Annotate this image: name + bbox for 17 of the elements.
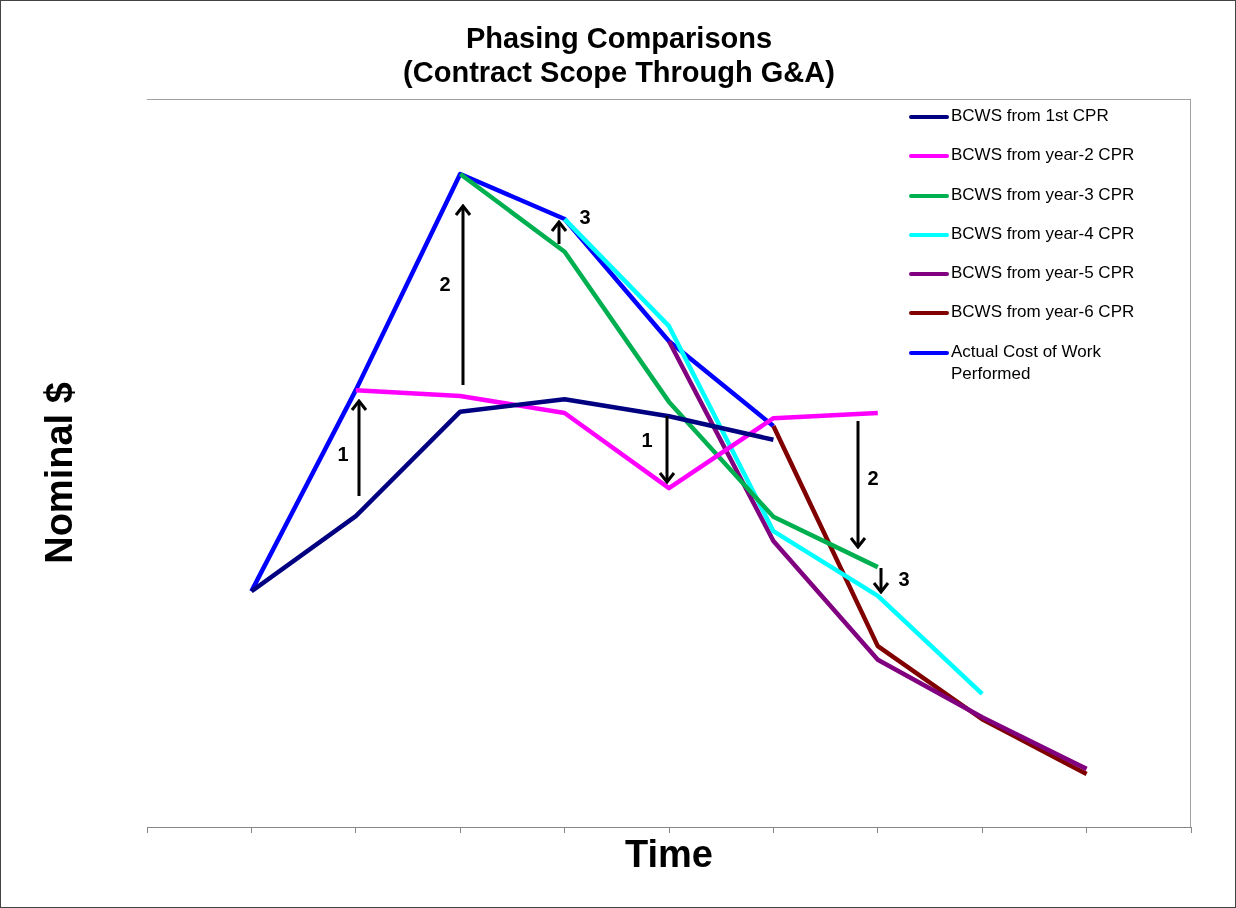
legend-label: BCWS from year-6 CPR xyxy=(951,301,1136,324)
annotation: 1 xyxy=(640,429,654,452)
annotation: 3 xyxy=(897,568,911,591)
chart-subtitle: (Contract Scope Through G&A) xyxy=(402,55,836,89)
annotation: 2 xyxy=(866,467,880,490)
legend-label: BCWS from 1st CPR xyxy=(951,105,1110,127)
annotation: 3 xyxy=(578,206,592,229)
chart-title: Phasing Comparisons xyxy=(464,21,774,55)
legend-label: BCWS from year-4 CPR xyxy=(951,222,1136,245)
legend-label: BCWS from year-5 CPR xyxy=(951,262,1136,285)
legend-label: BCWS from year-3 CPR xyxy=(951,183,1136,206)
y-axis-title: Nominal $ xyxy=(37,381,81,566)
annotation: 2 xyxy=(438,273,452,296)
x-axis-title: Time xyxy=(624,833,714,876)
annotation: 1 xyxy=(336,443,350,466)
legend-label: BCWS from year-2 CPR xyxy=(951,144,1136,167)
legend-label: Actual Cost of Work Performed xyxy=(951,340,1102,385)
